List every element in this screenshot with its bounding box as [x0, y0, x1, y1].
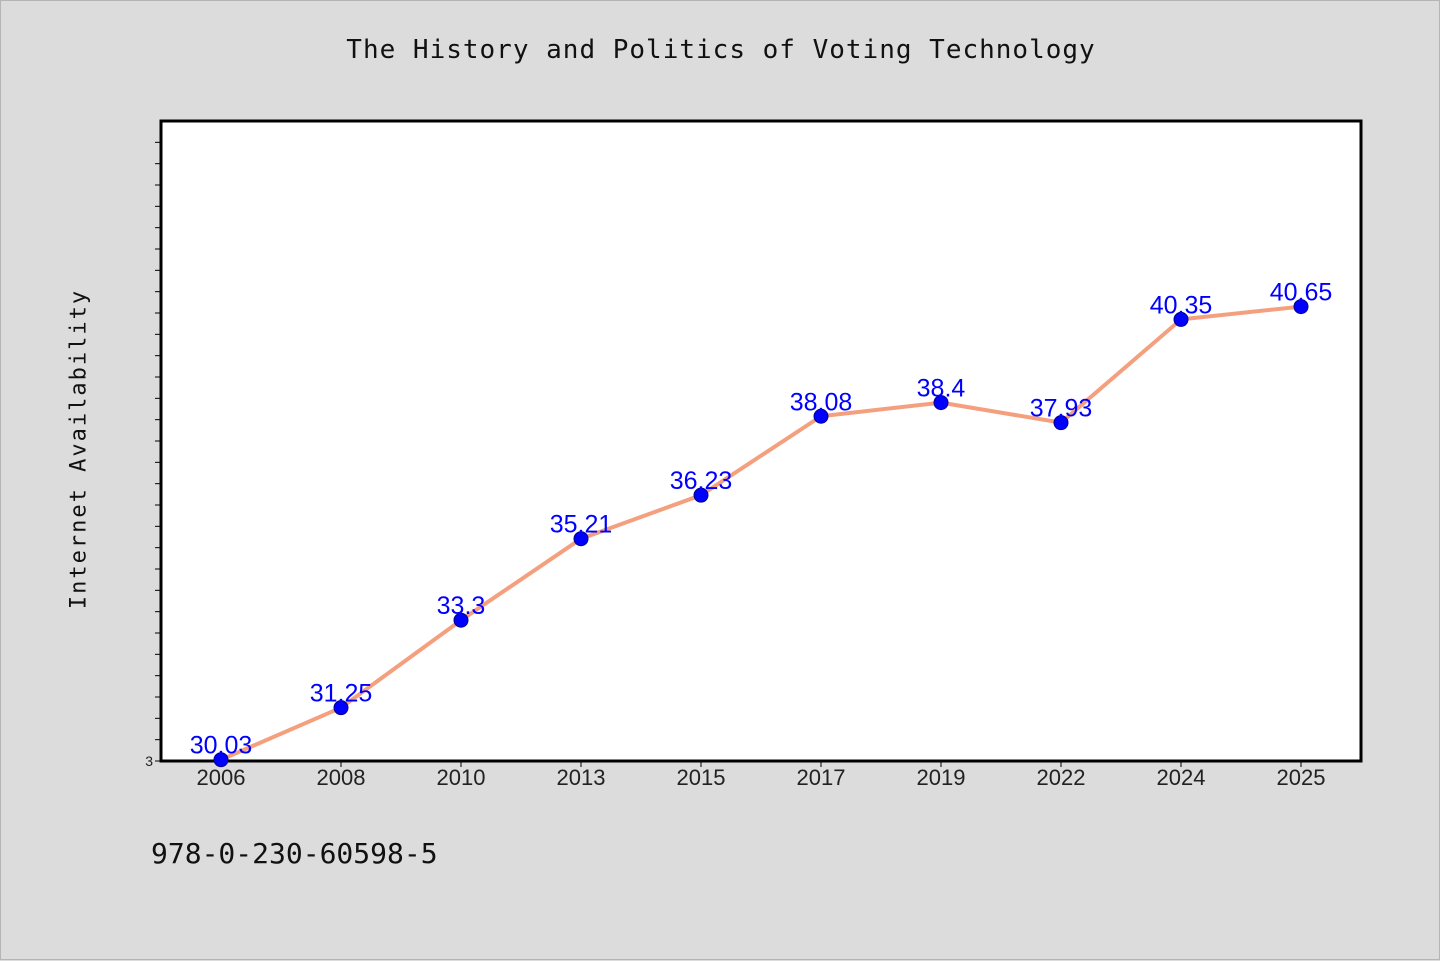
data-label: 33.3 — [437, 592, 486, 620]
x-tick-label: 2025 — [1277, 765, 1326, 790]
x-tick-label: 2022 — [1037, 765, 1086, 790]
data-point — [573, 531, 589, 547]
data-point — [1173, 311, 1189, 327]
x-tick-label: 2006 — [197, 765, 246, 790]
data-point — [693, 487, 709, 503]
data-label: 36.23 — [670, 467, 733, 495]
data-label: 40.35 — [1150, 291, 1213, 319]
data-label: 35.21 — [550, 511, 613, 539]
plot-area — [159, 119, 1363, 763]
data-point — [813, 408, 829, 424]
chart-title: The History and Politics of Voting Techn… — [346, 35, 1096, 65]
data-point — [453, 612, 469, 628]
data-label: 31.25 — [310, 680, 373, 708]
data-label: 38.08 — [790, 388, 853, 416]
series-line — [219, 304, 1303, 762]
data-label: 37.93 — [1030, 395, 1093, 423]
data-point — [333, 700, 349, 716]
x-tick-label: 2019 — [917, 765, 966, 790]
data-label: 40.65 — [1270, 279, 1333, 307]
data-point — [1053, 415, 1069, 431]
data-label: 30.03 — [190, 732, 253, 760]
data-point — [933, 395, 949, 411]
x-tick-label: 2017 — [797, 765, 846, 790]
x-tick-label: 2013 — [557, 765, 606, 790]
x-tick-label: 2010 — [437, 765, 486, 790]
isbn-footer: 978-0-230-60598-5 — [151, 837, 438, 870]
data-label: 38.4 — [917, 375, 966, 403]
x-tick-label: 2015 — [677, 765, 726, 790]
y-tick-label: 3 — [145, 753, 153, 769]
data-point — [1293, 299, 1309, 315]
x-tick-label: 2024 — [1157, 765, 1206, 790]
x-tick-label: 2008 — [317, 765, 366, 790]
data-point — [213, 752, 229, 768]
